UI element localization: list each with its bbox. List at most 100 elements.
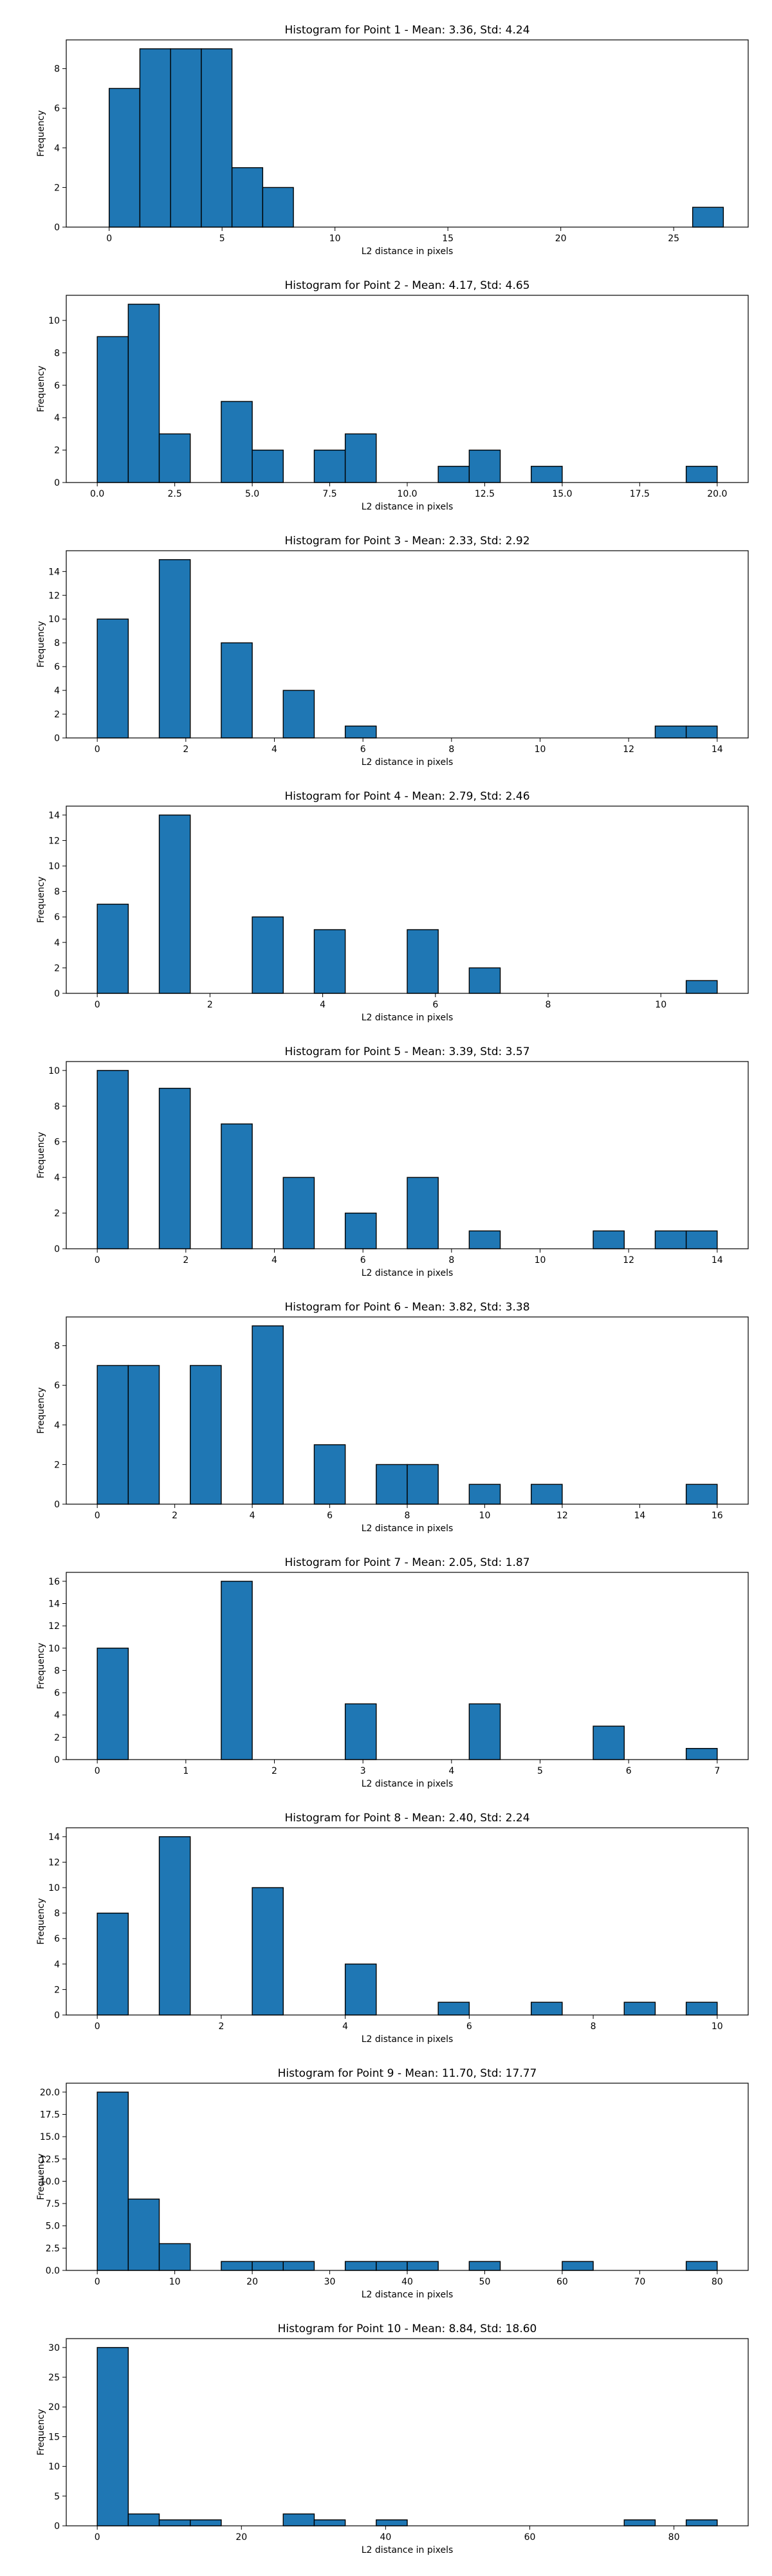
y-tick-label: 8 bbox=[54, 887, 60, 897]
y-tick-label: 4 bbox=[54, 413, 60, 423]
histogram-bar bbox=[158, 433, 191, 483]
x-tick-label: 10 bbox=[479, 1511, 491, 1521]
x-tick-label: 10 bbox=[712, 2021, 723, 2032]
x-tick-label: 2 bbox=[218, 2021, 224, 2032]
histogram-bar bbox=[376, 2519, 408, 2526]
x-tick-label: 80 bbox=[712, 2277, 723, 2287]
y-tick-label: 4 bbox=[54, 143, 60, 154]
x-tick-label: 0 bbox=[95, 1255, 100, 1265]
axes-frame bbox=[66, 1061, 749, 1249]
histogram-bar bbox=[407, 929, 439, 994]
histogram-bar bbox=[531, 466, 563, 483]
x-axis-label: L2 distance in pixels bbox=[362, 1523, 454, 1534]
x-tick-label: 5.0 bbox=[245, 489, 259, 499]
y-tick-label: 2.5 bbox=[46, 2243, 60, 2254]
y-tick-label: 0 bbox=[54, 1755, 60, 1765]
y-tick-label: 2 bbox=[54, 183, 60, 193]
x-tick-label: 10 bbox=[169, 2277, 181, 2287]
y-axis-label: Frequency bbox=[36, 1898, 46, 1944]
x-tick-label: 0 bbox=[95, 2532, 100, 2543]
histogram-bar bbox=[158, 2519, 191, 2526]
y-axis-label: Frequency bbox=[36, 1642, 46, 1689]
x-tick-label: 0 bbox=[95, 744, 100, 755]
x-tick-label: 0 bbox=[95, 1766, 100, 1776]
chart-panel: Histogram for Point 2 - Mean: 4.17, Std:… bbox=[36, 279, 749, 512]
x-tick-label: 4 bbox=[448, 1766, 454, 1776]
y-axis-label: Frequency bbox=[36, 621, 46, 667]
histogram-bar bbox=[685, 725, 718, 739]
x-tick-label: 20.0 bbox=[707, 489, 727, 499]
y-tick-label: 2 bbox=[54, 1460, 60, 1470]
y-tick-label: 0 bbox=[54, 733, 60, 744]
histogram-bar bbox=[96, 1648, 129, 1760]
x-tick-label: 50 bbox=[479, 2277, 491, 2287]
chart-panel: Histogram for Point 7 - Mean: 2.05, Std:… bbox=[36, 1556, 749, 1789]
histogram-bar bbox=[623, 2001, 656, 2016]
x-tick-label: 0 bbox=[95, 2021, 100, 2032]
y-axis-label: Frequency bbox=[36, 2153, 46, 2200]
x-tick-label: 3 bbox=[360, 1766, 366, 1776]
x-tick-label: 2 bbox=[172, 1511, 178, 1521]
histogram-bar bbox=[562, 2261, 594, 2271]
x-axis-label: L2 distance in pixels bbox=[362, 2290, 454, 2300]
axes-frame bbox=[66, 805, 749, 994]
y-tick-label: 6 bbox=[54, 662, 60, 672]
x-tick-label: 10 bbox=[535, 744, 546, 755]
chart-panel: Histogram for Point 5 - Mean: 3.39, Std:… bbox=[36, 1045, 749, 1278]
x-tick-label: 2 bbox=[271, 1766, 277, 1776]
y-tick-label: 4 bbox=[54, 1173, 60, 1183]
y-tick-label: 6 bbox=[54, 381, 60, 391]
histogram-bar bbox=[96, 1070, 129, 1249]
y-tick-label: 12 bbox=[48, 591, 60, 601]
x-tick-label: 0.0 bbox=[90, 489, 104, 499]
x-tick-label: 5 bbox=[537, 1766, 543, 1776]
x-tick-label: 10.0 bbox=[397, 489, 417, 499]
x-tick-label: 14 bbox=[634, 1511, 645, 1521]
histogram-bar bbox=[158, 559, 191, 739]
histogram-bar bbox=[468, 1484, 501, 1505]
histogram-bar bbox=[127, 2198, 160, 2271]
y-tick-label: 14 bbox=[48, 1599, 60, 1610]
histogram-bar bbox=[593, 1725, 625, 1760]
histogram-bar bbox=[692, 207, 724, 228]
histogram-bar bbox=[531, 1484, 563, 1505]
y-tick-label: 15 bbox=[48, 2432, 60, 2442]
histogram-bar bbox=[96, 1912, 129, 2016]
histogram-bar bbox=[282, 2261, 315, 2271]
x-tick-label: 5 bbox=[219, 234, 225, 244]
x-tick-label: 12 bbox=[556, 1511, 568, 1521]
y-tick-label: 20 bbox=[48, 2402, 60, 2413]
histogram-bar bbox=[231, 167, 264, 228]
y-tick-label: 10 bbox=[48, 2462, 60, 2472]
y-tick-label: 17.5 bbox=[40, 2110, 60, 2121]
histogram-bar bbox=[468, 449, 501, 483]
histogram-bar bbox=[96, 2092, 129, 2271]
x-tick-label: 6 bbox=[626, 1766, 632, 1776]
y-tick-label: 5.0 bbox=[46, 2222, 60, 2232]
y-tick-label: 6 bbox=[54, 1934, 60, 1944]
y-tick-label: 8 bbox=[54, 638, 60, 649]
y-tick-label: 5 bbox=[54, 2492, 60, 2502]
histogram-bar bbox=[344, 2261, 377, 2271]
y-tick-label: 14 bbox=[48, 811, 60, 821]
x-tick-label: 2 bbox=[183, 1255, 188, 1265]
y-tick-label: 10 bbox=[48, 316, 60, 326]
x-tick-label: 15 bbox=[442, 234, 454, 244]
y-tick-label: 4 bbox=[54, 938, 60, 948]
histogram-bar bbox=[282, 2513, 315, 2526]
y-tick-label: 8 bbox=[54, 1341, 60, 1352]
y-tick-label: 2 bbox=[54, 710, 60, 720]
histogram-bar bbox=[685, 1230, 718, 1249]
x-tick-label: 4 bbox=[250, 1511, 255, 1521]
x-tick-label: 0 bbox=[95, 2277, 100, 2287]
histogram-bar bbox=[158, 814, 191, 994]
histogram-bar bbox=[252, 2261, 284, 2271]
y-tick-label: 6 bbox=[54, 1381, 60, 1391]
histogram-bar bbox=[96, 618, 129, 739]
histogram-bar bbox=[313, 2519, 346, 2526]
axes-frame bbox=[66, 2083, 749, 2271]
chart-panel: Histogram for Point 9 - Mean: 11.70, Std… bbox=[36, 2067, 749, 2300]
chart-panel: Histogram for Point 3 - Mean: 2.33, Std:… bbox=[36, 535, 749, 768]
histogram-bar bbox=[468, 967, 501, 994]
y-tick-label: 10 bbox=[48, 861, 60, 872]
